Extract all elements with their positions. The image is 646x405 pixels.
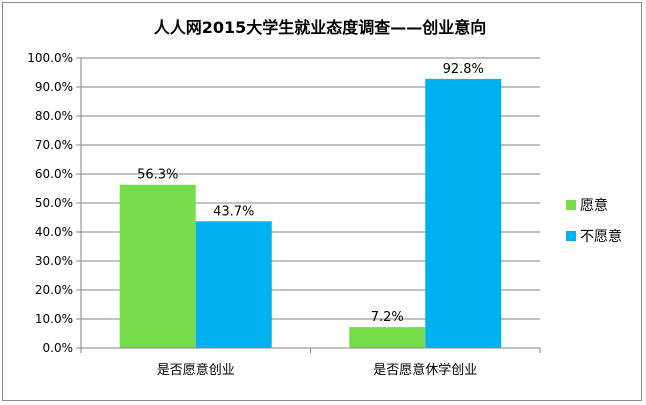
y-tick-label: 10.0%	[35, 312, 73, 326]
data-label: 43.7%	[213, 204, 254, 219]
legend-swatch	[566, 200, 576, 210]
y-tick-label: 80.0%	[35, 109, 73, 123]
y-tick-label: 20.0%	[35, 283, 73, 297]
data-label: 7.2%	[371, 310, 404, 325]
y-tick-label: 50.0%	[35, 196, 73, 210]
category-label: 是否愿意休学创业	[373, 362, 477, 378]
legend-swatch	[566, 231, 576, 241]
bars	[119, 78, 502, 348]
y-tick-label: 100.0%	[27, 51, 73, 65]
legend-label: 不愿意	[580, 228, 622, 245]
y-tick-label: 60.0%	[35, 167, 73, 181]
data-labels: 56.3% 43.7% 7.2% 92.8%	[137, 62, 484, 325]
chart-frame	[2, 2, 642, 401]
y-tick-label: 30.0%	[35, 254, 73, 268]
category-labels: 是否愿意创业 是否愿意休学创业	[157, 362, 478, 378]
bar-unwilling	[425, 78, 502, 348]
legend-label: 愿意	[580, 197, 608, 214]
chart-title: 人人网2015大学生就业态度调查——创业意向	[154, 18, 487, 37]
data-label: 56.3%	[137, 168, 178, 183]
y-axis-ticks: 0.0% 10.0% 20.0% 30.0% 40.0% 50.0% 60.0% 70.0% 8…	[27, 51, 81, 355]
y-tick-label: 70.0%	[35, 138, 73, 152]
bar-willing	[349, 327, 426, 348]
bar-willing	[119, 184, 196, 348]
y-tick-label: 40.0%	[35, 225, 73, 239]
axes	[80, 58, 541, 353]
y-tick-label: 0.0%	[43, 341, 74, 355]
data-label: 92.8%	[443, 62, 484, 77]
bar-unwilling	[195, 221, 272, 348]
y-tick-label: 90.0%	[35, 80, 73, 94]
category-label: 是否愿意创业	[157, 362, 235, 378]
